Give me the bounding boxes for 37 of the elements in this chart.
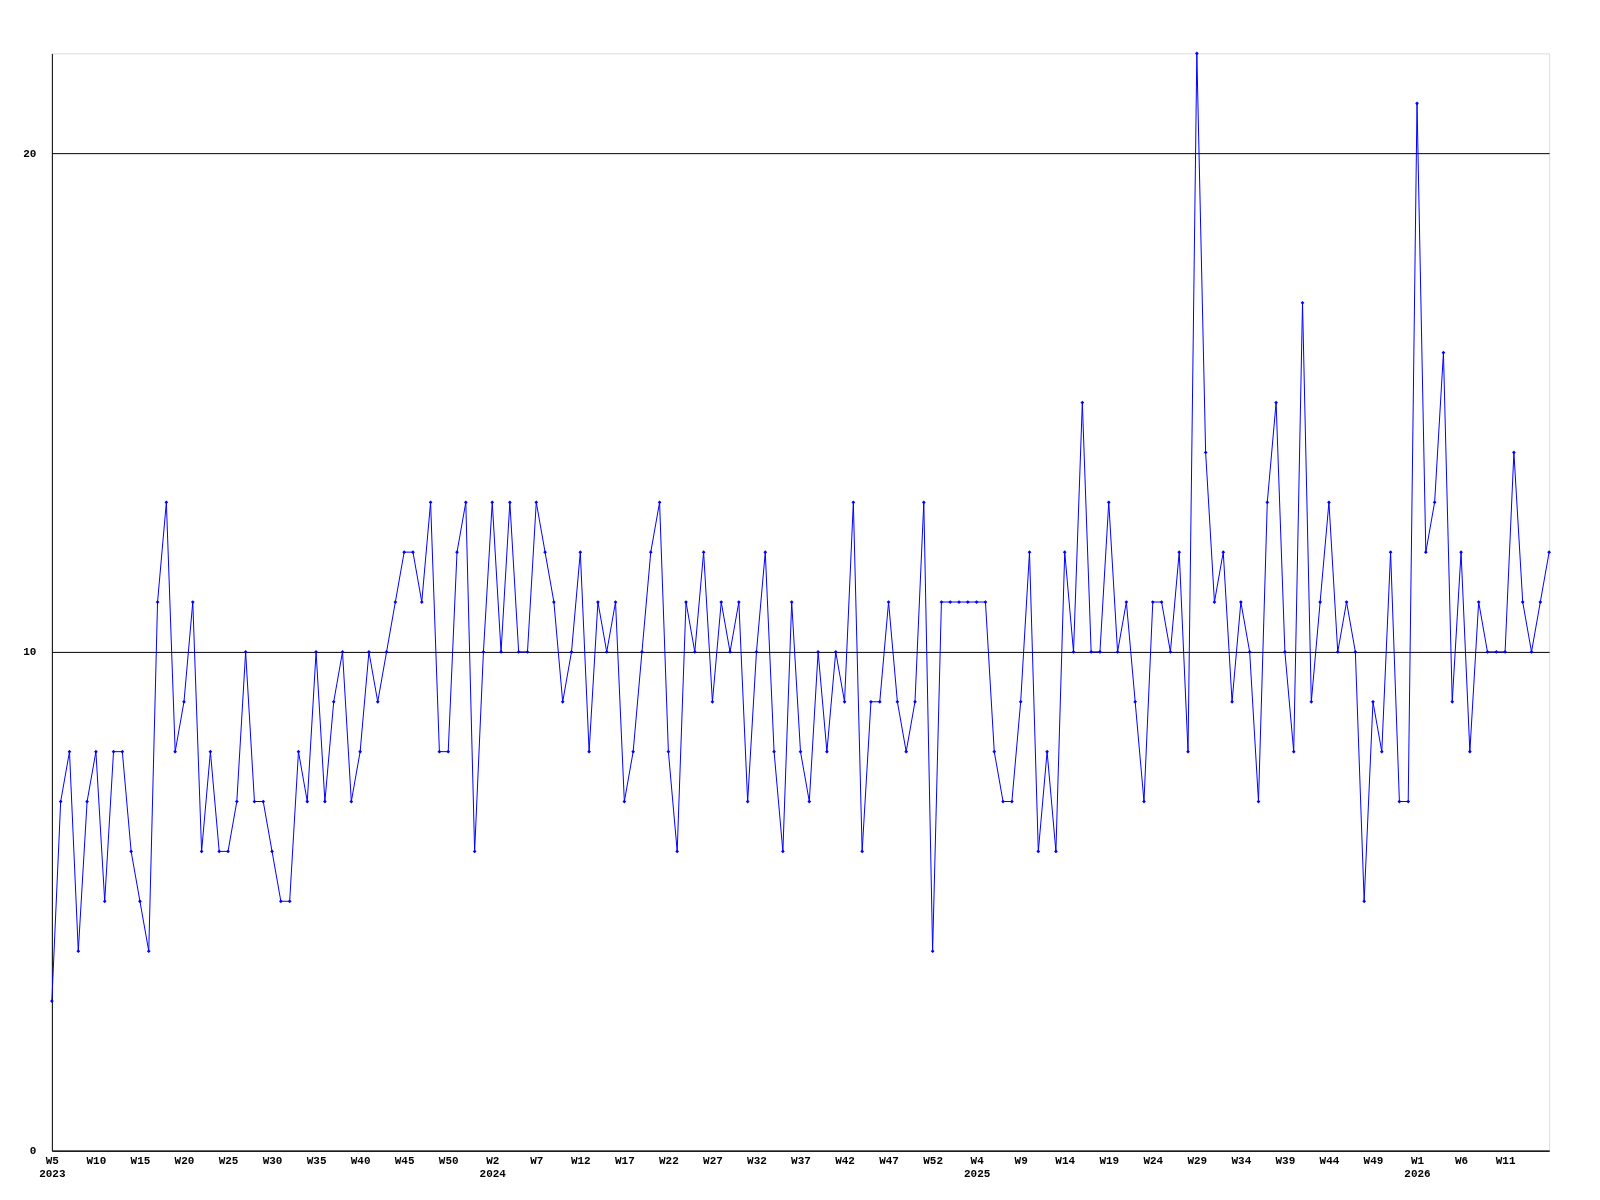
x-tick-label: W14 [1055, 1155, 1076, 1168]
x-tick-label: W22 [659, 1155, 679, 1168]
x-tick-label: W37 [791, 1155, 811, 1168]
x-tick-label: W17 [614, 1155, 635, 1168]
y-tick-label: 20 [23, 147, 37, 160]
x-tick-label: W44 [1319, 1155, 1340, 1168]
x-tick-label: W2 2024 [479, 1155, 507, 1181]
y-tick-label: 10 [23, 646, 37, 659]
x-tick-label: W10 [86, 1155, 107, 1168]
x-tick-label: W30 [262, 1155, 283, 1168]
x-tick-label: W45 [394, 1155, 415, 1168]
x-tick-label: W7 [530, 1155, 544, 1168]
x-tick-label: W35 [306, 1155, 327, 1168]
x-tick-label: W42 [835, 1155, 855, 1168]
x-tick-label: W50 [438, 1155, 459, 1168]
x-tick-label: W19 [1099, 1155, 1120, 1168]
x-tick-label: W27 [703, 1155, 723, 1168]
x-tick-label: W1 2026 [1404, 1155, 1431, 1181]
x-tick-label: W47 [879, 1155, 899, 1168]
x-tick-label: W12 [570, 1155, 591, 1168]
x-tick-label: W9 [1014, 1155, 1028, 1168]
x-tick-label: W52 [923, 1155, 943, 1168]
x-tick-label: W25 [218, 1155, 239, 1168]
x-tick-label: W4 2025 [963, 1155, 991, 1181]
x-tick-label: W20 [174, 1155, 195, 1168]
x-tick-label: W15 [130, 1155, 151, 1168]
x-tick-label: W49 [1363, 1155, 1384, 1168]
x-tick-label: W11 [1495, 1155, 1516, 1168]
x-tick-label: W6 [1454, 1155, 1469, 1168]
x-tick-label: W5 2023 [39, 1155, 66, 1181]
x-tick-label: W32 [747, 1155, 767, 1168]
y-tick-label: 0 [29, 1145, 37, 1158]
x-tick-label: W40 [350, 1155, 371, 1168]
x-tick-label: W24 [1143, 1155, 1164, 1168]
x-tick-label: W34 [1231, 1155, 1252, 1168]
x-tick-label: W29 [1187, 1155, 1208, 1168]
x-tick-label: W39 [1275, 1155, 1296, 1168]
